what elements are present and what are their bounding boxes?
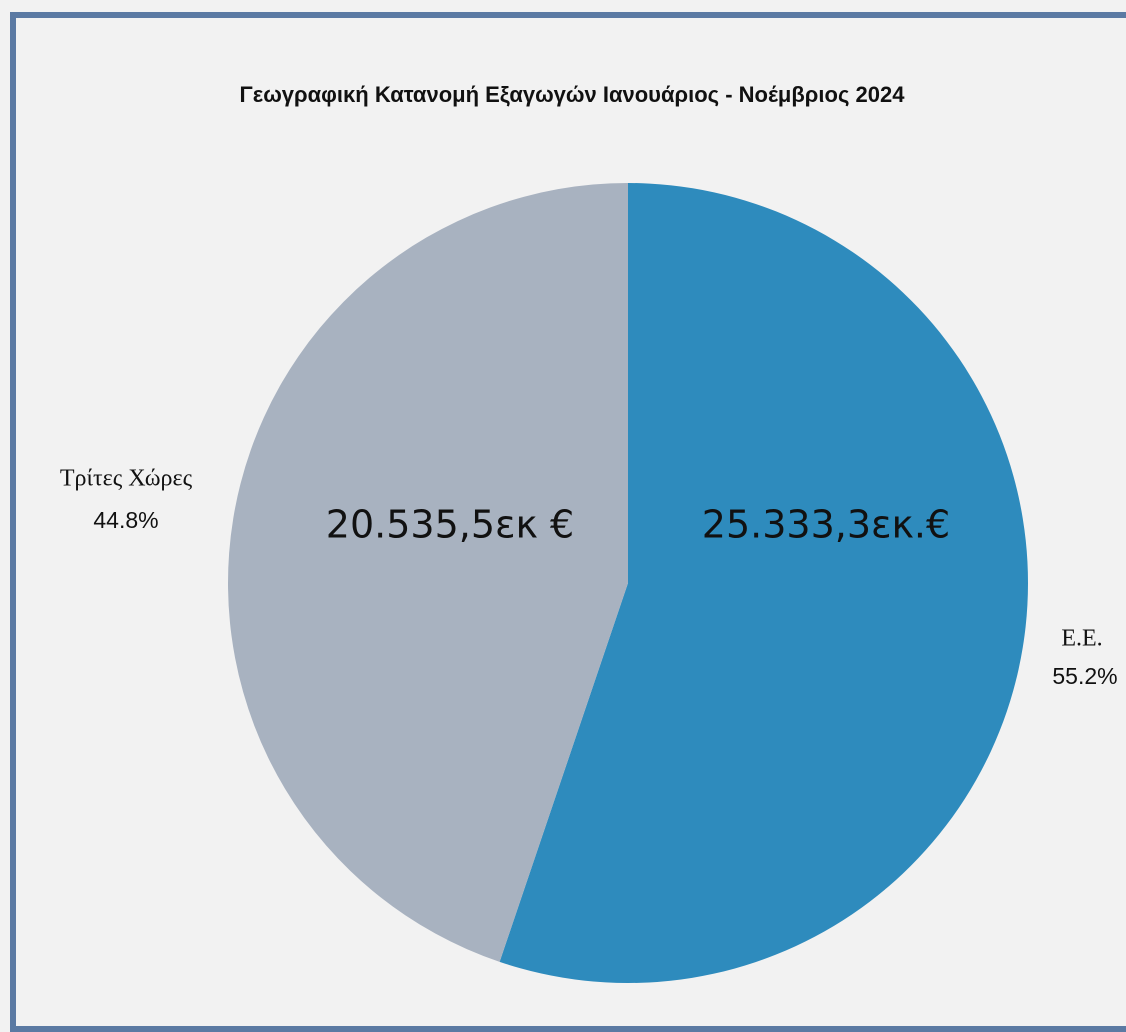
page: Γεωγραφική Κατανομή Εξαγωγών Ιανουάριος …: [10, 12, 1126, 1032]
category-label: Τρίτες Χώρες: [60, 466, 193, 492]
pie-slice: [228, 183, 629, 962]
percent-label: 55.2%: [1052, 663, 1117, 689]
category-label: Ε.Ε.: [1061, 626, 1102, 652]
chart: Γεωγραφική Κατανομή Εξαγωγών Ιανουάριος …: [60, 82, 1118, 983]
percent-label: 44.8%: [93, 507, 158, 533]
chart-title: Γεωγραφική Κατανομή Εξαγωγών Ιανουάριος …: [240, 82, 906, 107]
amount-label: 25.333,3εκ.€: [702, 503, 950, 547]
amount-label: 20.535,5εκ €: [326, 503, 574, 547]
pie-slice: [499, 183, 1029, 983]
